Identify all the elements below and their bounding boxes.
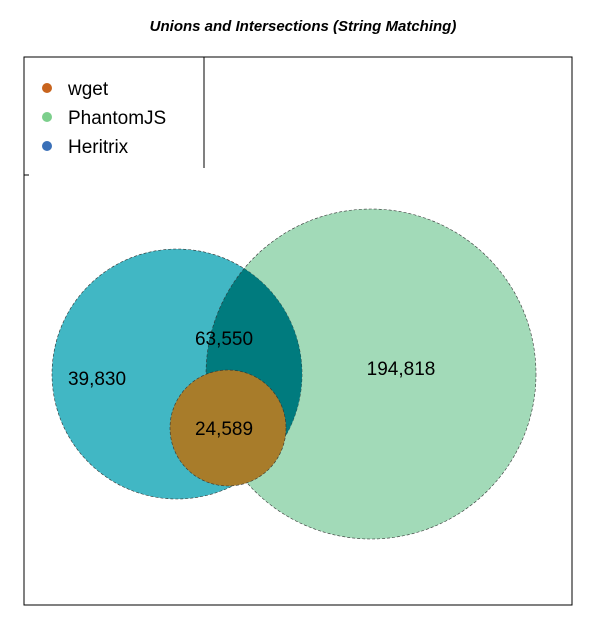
legend-wget-label: wget [67,79,109,100]
legend-phantomjs-label: PhantomJS [68,108,166,129]
chart-title: Unions and Intersections (String Matchin… [149,18,457,35]
legend: wget PhantomJS Heritrix [23,56,205,178]
all-three-count: 24,589 [195,419,253,440]
wget-circle [169,369,287,487]
heritrix-phantomjs-count: 63,550 [195,329,253,350]
heritrix-only-count: 39,830 [68,369,126,390]
phantomjs-circle [205,208,537,540]
phantomjs-only-count: 194,818 [367,359,436,380]
plot-frame [23,56,573,606]
legend-wget-marker [42,83,52,93]
legend-box [23,56,205,176]
legend-phantomjs-marker [42,112,52,122]
legend-heritrix-marker [42,141,52,151]
legend-heritrix-label: Heritrix [68,137,129,158]
